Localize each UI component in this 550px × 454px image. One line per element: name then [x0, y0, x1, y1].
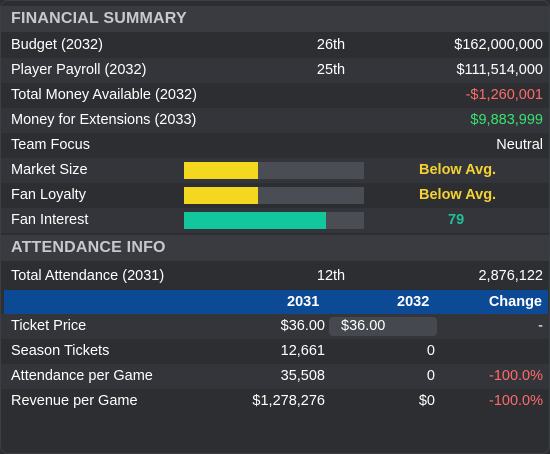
revenue-per-game-label: Revenue per Game [11, 393, 138, 409]
revenue-per-game-change: -100.0% [488, 393, 543, 409]
fan-interest-row: Fan Interest 79 [1, 208, 549, 233]
ticket-price-label: Ticket Price [11, 318, 87, 334]
total-attendance-label: Total Attendance (2031) [11, 268, 165, 284]
budget-label: Budget (2032) [11, 37, 103, 53]
payroll-row: Player Payroll (2032) 25th $111,514,000 [1, 58, 549, 83]
ticket-price-input[interactable]: $36.00 [329, 317, 437, 336]
money-available-value: -$1,260,001 [465, 87, 543, 103]
attendance-per-game-change: -100.0% [488, 368, 543, 384]
revenue-per-game-row: Revenue per Game $1,278,276 $0 -100.0% [1, 389, 549, 414]
column-change: Change [488, 294, 542, 310]
fan-interest-bar-fill [184, 212, 327, 229]
team-focus-value: Neutral [496, 137, 543, 153]
revenue-per-game-2031: $1,278,276 [252, 393, 325, 409]
attendance-per-game-row: Attendance per Game 35,508 0 -100.0% [1, 364, 549, 389]
total-attendance-row: Total Attendance (2031) 12th 2,876,122 [1, 264, 549, 289]
team-focus-row: Team Focus Neutral [1, 133, 549, 158]
season-tickets-label: Season Tickets [11, 343, 110, 359]
budget-value: $162,000,000 [454, 37, 543, 53]
attendance-per-game-2032: 0 [426, 368, 435, 384]
fan-loyalty-bar-fill [184, 187, 258, 204]
ticket-price-row: Ticket Price $36.00 $36.00 - [1, 314, 549, 339]
fan-loyalty-label: Fan Loyalty [11, 187, 86, 203]
team-focus-label: Team Focus [11, 137, 90, 153]
payroll-value: $111,514,000 [456, 62, 543, 78]
season-tickets-2032: 0 [426, 343, 435, 359]
extensions-label: Money for Extensions (2033) [11, 112, 197, 128]
attendance-per-game-label: Attendance per Game [11, 368, 153, 384]
market-size-bar [184, 162, 364, 179]
money-available-label: Total Money Available (2032) [11, 87, 197, 103]
total-attendance-rank: 12th [316, 268, 346, 284]
fan-interest-label: Fan Interest [11, 212, 89, 228]
fan-interest-bar [184, 212, 364, 229]
fan-loyalty-value: Below Avg. [419, 187, 497, 203]
budget-rank: 26th [316, 37, 346, 53]
attendance-table-header: 2031 2032 Change [4, 290, 548, 314]
money-available-row: Total Money Available (2032) -$1,260,001 [1, 83, 549, 108]
fan-loyalty-row: Fan Loyalty Below Avg. [1, 183, 549, 208]
ticket-price-2031: $36.00 [280, 318, 325, 334]
ticket-price-change: - [538, 318, 543, 334]
season-tickets-2031: 12,661 [280, 343, 325, 359]
extensions-value: $9,883,999 [470, 112, 543, 128]
column-2032: 2032 [397, 294, 430, 310]
column-2031: 2031 [287, 294, 320, 310]
market-size-label: Market Size [11, 162, 88, 178]
financial-summary-header: FINANCIAL SUMMARY [1, 6, 549, 32]
extensions-row: Money for Extensions (2033) $9,883,999 [1, 108, 549, 133]
market-size-value: Below Avg. [419, 162, 497, 178]
attendance-info-header: ATTENDANCE INFO [1, 235, 549, 261]
market-size-row: Market Size Below Avg. [1, 158, 549, 183]
payroll-rank: 25th [316, 62, 346, 78]
budget-row: Budget (2032) 26th $162,000,000 [1, 33, 549, 58]
total-attendance-value: 2,876,122 [478, 268, 543, 284]
market-size-bar-fill [184, 162, 258, 179]
fan-interest-value: 79 [448, 212, 465, 228]
fan-loyalty-bar [184, 187, 364, 204]
payroll-label: Player Payroll (2032) [11, 62, 147, 78]
attendance-per-game-2031: 35,508 [280, 368, 325, 384]
revenue-per-game-2032: $0 [418, 393, 435, 409]
season-tickets-row: Season Tickets 12,661 0 [1, 339, 549, 364]
